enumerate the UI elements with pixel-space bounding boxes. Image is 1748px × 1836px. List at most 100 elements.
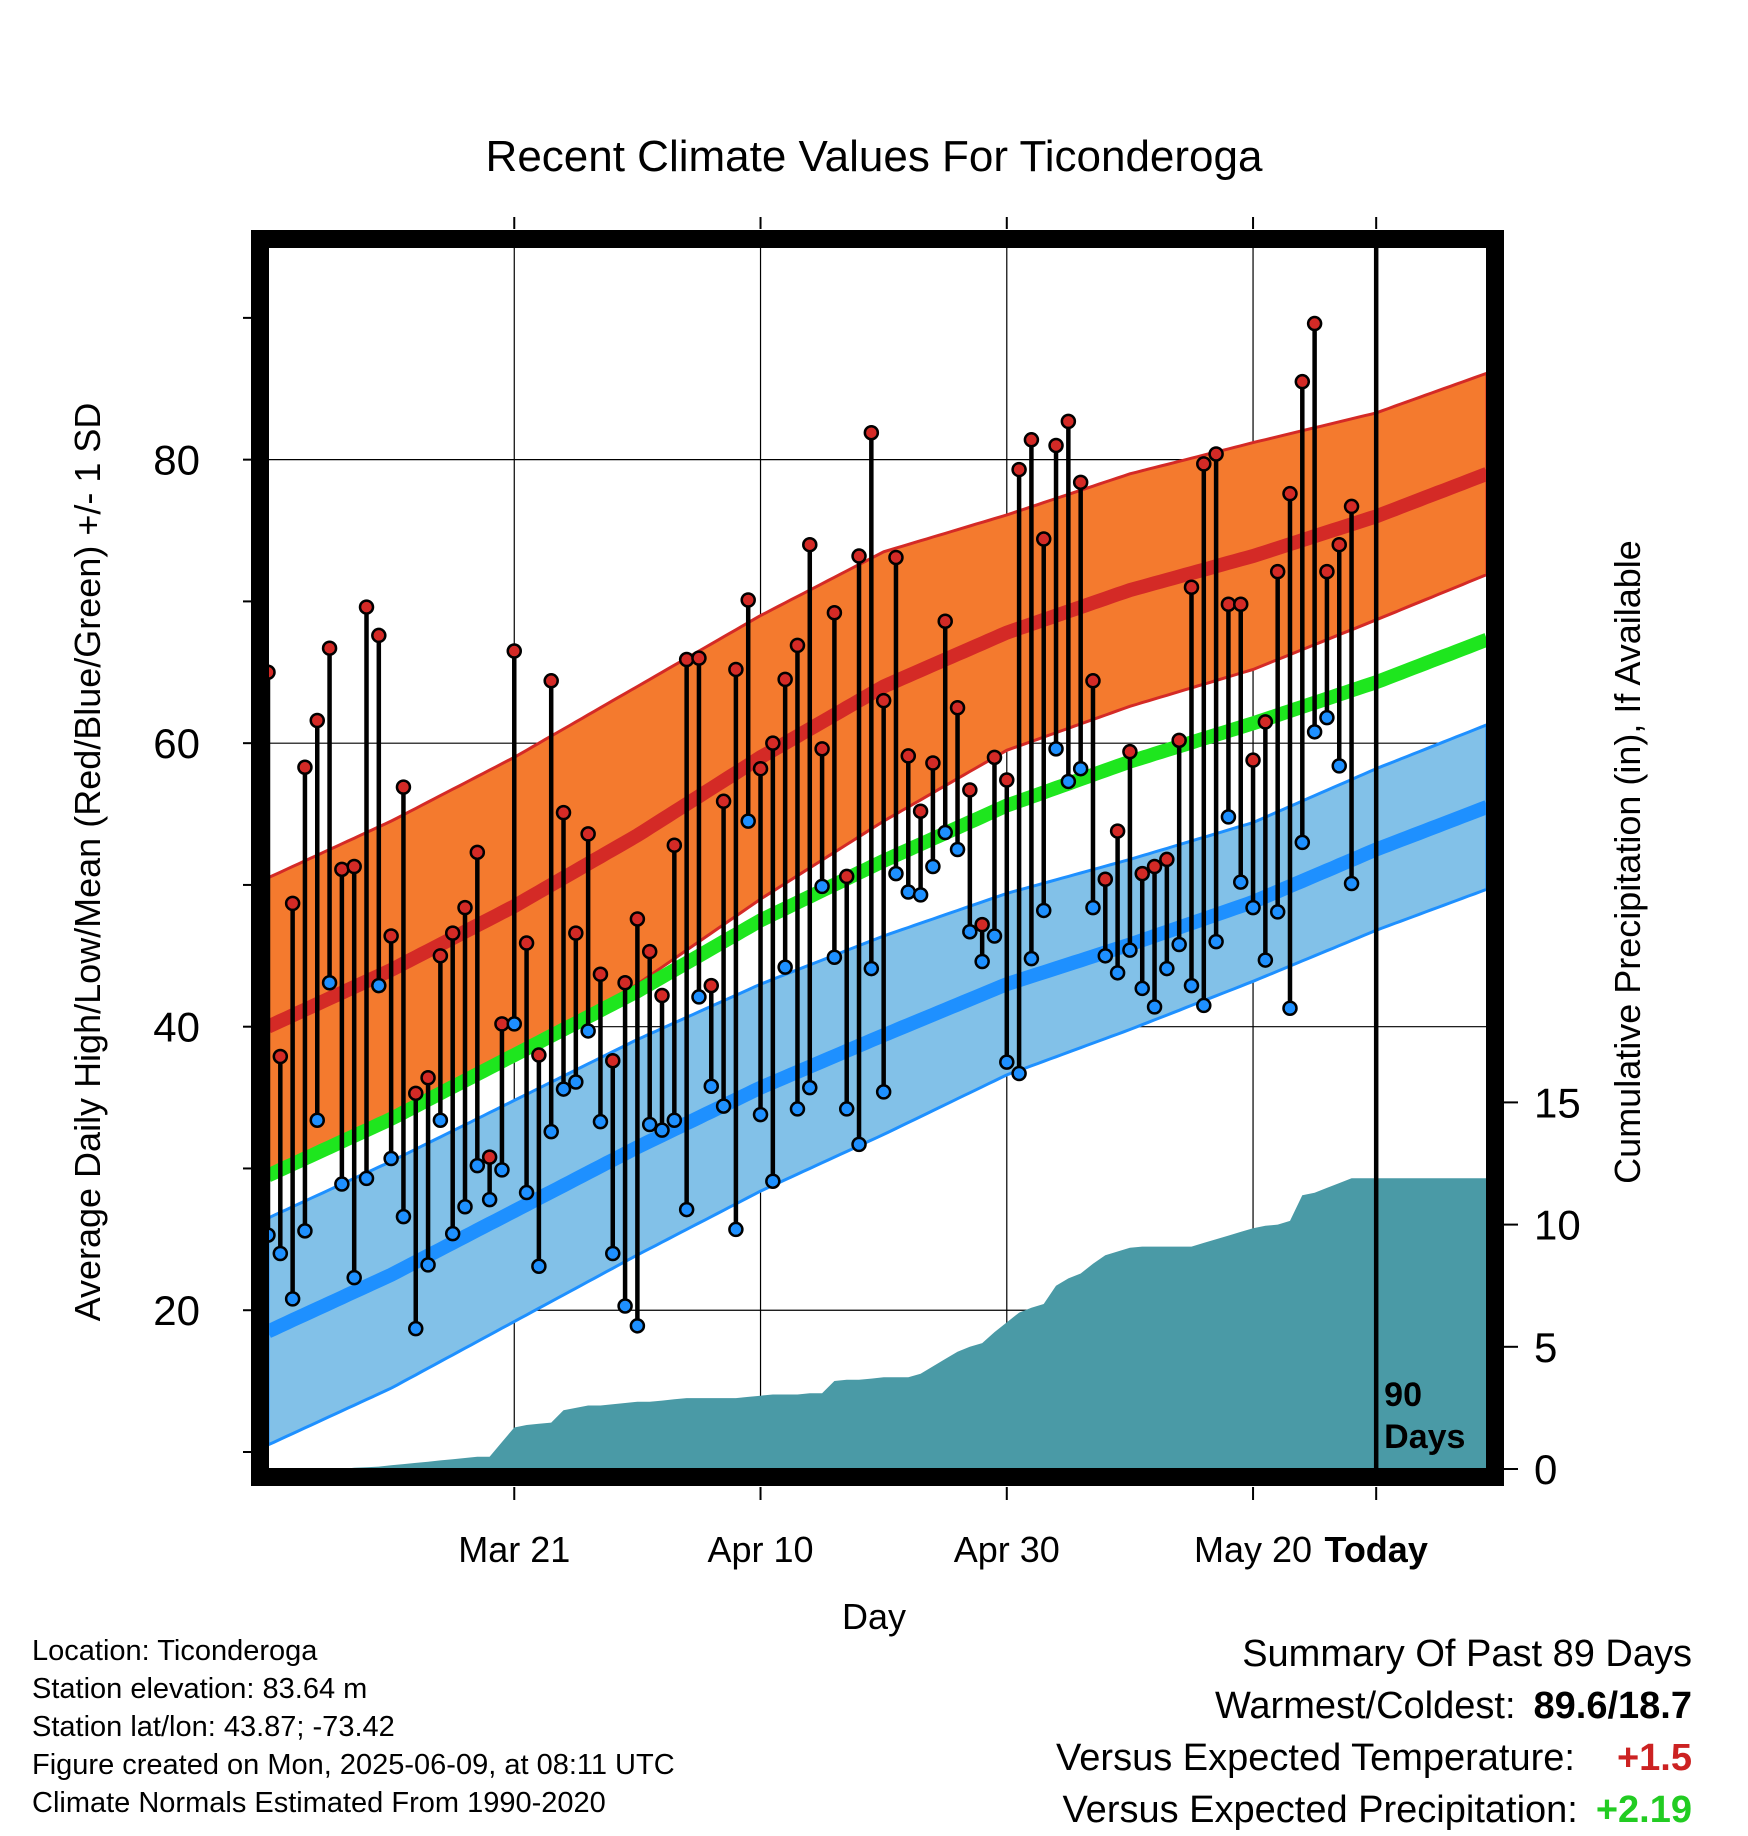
low-marker-3 xyxy=(297,1223,313,1239)
low-marker-40 xyxy=(752,1106,769,1123)
high-marker-37 xyxy=(715,793,732,810)
high-marker-22 xyxy=(531,1047,547,1063)
low-marker-61 xyxy=(1011,1065,1027,1082)
low-marker-36 xyxy=(703,1078,720,1094)
low-marker-76 xyxy=(1196,997,1212,1014)
high-marker-83 xyxy=(1282,485,1298,502)
high-marker-19 xyxy=(494,1016,510,1032)
high-marker-63 xyxy=(1035,531,1052,547)
low-marker-7 xyxy=(346,1269,362,1286)
y-right-tick-label-0: 0 xyxy=(1534,1446,1557,1493)
high-marker-71 xyxy=(1134,865,1150,882)
summary-warmest-value: 89.6/18.7 xyxy=(1533,1685,1692,1727)
y-tick-label-60: 60 xyxy=(153,720,200,767)
chart-title: Recent Climate Values For Ticonderoga xyxy=(485,132,1263,181)
low-marker-14 xyxy=(432,1112,449,1129)
high-marker-11 xyxy=(395,779,412,795)
summary-temp-label: Versus Expected Temperature: xyxy=(1056,1737,1575,1779)
low-marker-33 xyxy=(666,1112,683,1129)
low-marker-80 xyxy=(1245,899,1261,916)
high-marker-78 xyxy=(1220,596,1237,612)
low-marker-43 xyxy=(789,1101,806,1117)
precip-area xyxy=(268,1178,1487,1469)
frame-border xyxy=(251,230,1504,1486)
low-marker-84 xyxy=(1294,834,1311,851)
low-marker-69 xyxy=(1109,965,1126,981)
low-marker-81 xyxy=(1257,952,1274,968)
high-marker-17 xyxy=(469,844,486,861)
high-marker-42 xyxy=(777,671,793,688)
low-marker-41 xyxy=(765,1173,781,1189)
low-marker-64 xyxy=(1048,741,1064,757)
low-marker-37 xyxy=(715,1098,732,1114)
low-marker-55 xyxy=(937,824,953,841)
high-marker-69 xyxy=(1109,823,1126,839)
high-marker-12 xyxy=(408,1085,424,1102)
high-marker-8 xyxy=(358,599,375,615)
high-marker-64 xyxy=(1048,437,1064,454)
high-marker-9 xyxy=(371,627,387,644)
high-marker-1 xyxy=(272,1048,289,1065)
low-marker-57 xyxy=(962,923,978,940)
low-marker-63 xyxy=(1035,902,1052,919)
low-marker-2 xyxy=(284,1291,301,1307)
low-marker-66 xyxy=(1072,760,1089,777)
low-marker-34 xyxy=(678,1201,695,1218)
x-tick-label-3: May 20 xyxy=(1194,1529,1312,1570)
high-marker-84 xyxy=(1294,373,1311,390)
low-marker-45 xyxy=(814,878,830,895)
normal-low-line xyxy=(268,800,1487,1338)
summary-panel: Summary Of Past 89 Days Warmest/Coldest:… xyxy=(1056,1628,1692,1836)
low-marker-86 xyxy=(1319,709,1335,726)
low-marker-15 xyxy=(444,1225,461,1242)
high-marker-10 xyxy=(383,928,399,944)
low-marker-42 xyxy=(777,959,793,975)
low-marker-12 xyxy=(408,1320,424,1337)
high-marker-44 xyxy=(802,536,818,553)
y-axis-label-right: Cumulative Precipitation (in), If Availa… xyxy=(1607,540,1648,1184)
high-marker-74 xyxy=(1171,732,1187,749)
y-tick-label-80: 80 xyxy=(153,437,200,484)
y-right-tick-label-15: 15 xyxy=(1534,1079,1581,1126)
low-marker-75 xyxy=(1183,977,1200,994)
x-axis-label: Day xyxy=(841,1596,907,1637)
high-marker-49 xyxy=(863,424,880,441)
high-marker-51 xyxy=(888,549,904,566)
info-normals-note: Climate Normals Estimated From 1990-2020 xyxy=(32,1787,606,1819)
low-marker-71 xyxy=(1134,980,1150,997)
summary-precip-value: +2.19 xyxy=(1595,1789,1692,1831)
y-axis-label-left: Average Daily High/Low/Mean (Red/Blue/Gr… xyxy=(67,402,108,1322)
high-marker-80 xyxy=(1245,752,1261,768)
summary-temp-row: Versus Expected Temperature: +1.5 xyxy=(1056,1732,1692,1784)
high-marker-45 xyxy=(814,741,830,757)
low-marker-29 xyxy=(617,1298,633,1314)
low-marker-74 xyxy=(1171,936,1187,953)
low-marker-31 xyxy=(641,1116,658,1133)
low-marker-32 xyxy=(654,1122,670,1138)
low-marker-17 xyxy=(469,1157,486,1174)
high-marker-30 xyxy=(629,911,646,927)
low-marker-39 xyxy=(740,813,756,829)
high-marker-85 xyxy=(1306,315,1323,332)
high-marker-32 xyxy=(654,987,670,1004)
low-marker-48 xyxy=(851,1136,867,1153)
high-marker-52 xyxy=(900,748,917,764)
low-marker-67 xyxy=(1085,899,1101,916)
high-marker-40 xyxy=(752,760,769,777)
low-marker-6 xyxy=(334,1176,350,1192)
low-marker-0 xyxy=(268,1227,276,1243)
low-marker-72 xyxy=(1146,999,1163,1015)
high-marker-15 xyxy=(444,925,461,941)
high-marker-86 xyxy=(1319,563,1335,580)
low-marker-60 xyxy=(999,1054,1015,1070)
low-marker-87 xyxy=(1331,758,1347,774)
daily-markers xyxy=(268,315,1360,1337)
low-marker-25 xyxy=(568,1074,584,1090)
high-marker-65 xyxy=(1060,413,1077,430)
high-marker-6 xyxy=(334,861,350,878)
low-marker-46 xyxy=(826,949,843,965)
x-tick-label-4: Today xyxy=(1325,1529,1428,1570)
summary-precip-row: Versus Expected Precipitation: +2.19 xyxy=(1056,1784,1692,1836)
x-tick-label-1: Apr 10 xyxy=(707,1529,813,1570)
low-marker-16 xyxy=(457,1198,473,1215)
